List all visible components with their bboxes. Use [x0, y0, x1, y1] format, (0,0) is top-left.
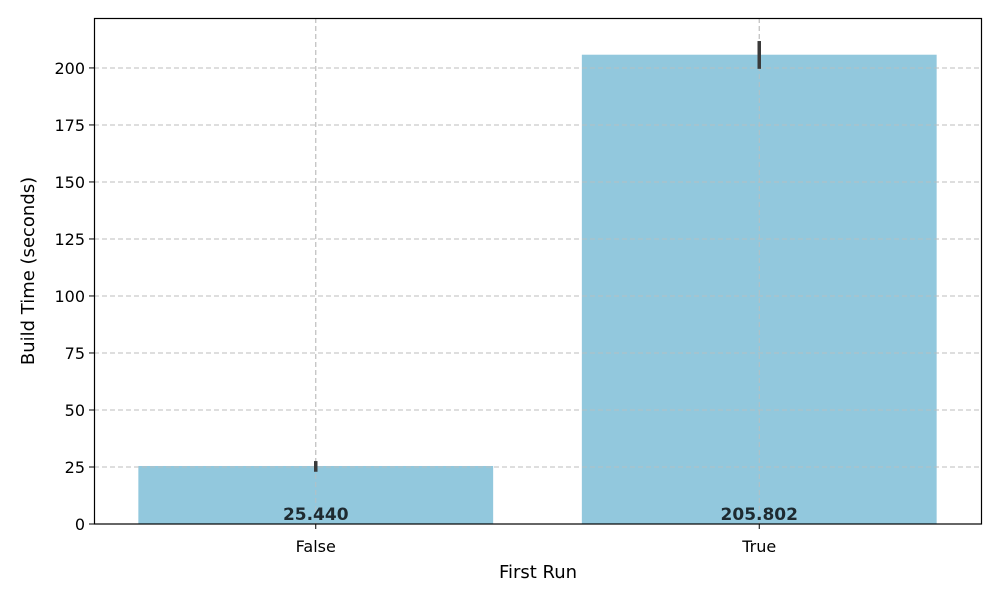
y-axis-ticks: 0 25 50 75 100 125 150 175 200	[54, 59, 94, 534]
y-tick-label: 25	[65, 458, 85, 477]
plot-frame	[93, 17, 983, 525]
data-label: 25.440	[283, 505, 349, 525]
y-tick-label: 50	[65, 401, 85, 420]
y-tick-label: 0	[75, 515, 85, 534]
x-tick-label: True	[741, 537, 776, 556]
y-tick-label: 75	[65, 344, 85, 363]
y-tick-label: 125	[54, 230, 85, 249]
error-bars	[314, 41, 761, 472]
y-tick-label: 100	[54, 287, 85, 306]
y-tick-label: 175	[54, 116, 85, 135]
x-tick-label: False	[296, 537, 336, 556]
x-axis-ticks: False True	[296, 524, 776, 556]
y-tick-label: 200	[54, 59, 85, 78]
data-label: 205.802	[721, 505, 798, 525]
x-axis-label: First Run	[499, 562, 577, 583]
y-axis-label: Build Time (seconds)	[18, 177, 39, 365]
data-labels: 25.440 205.802	[283, 505, 798, 525]
y-tick-label: 150	[54, 173, 85, 192]
